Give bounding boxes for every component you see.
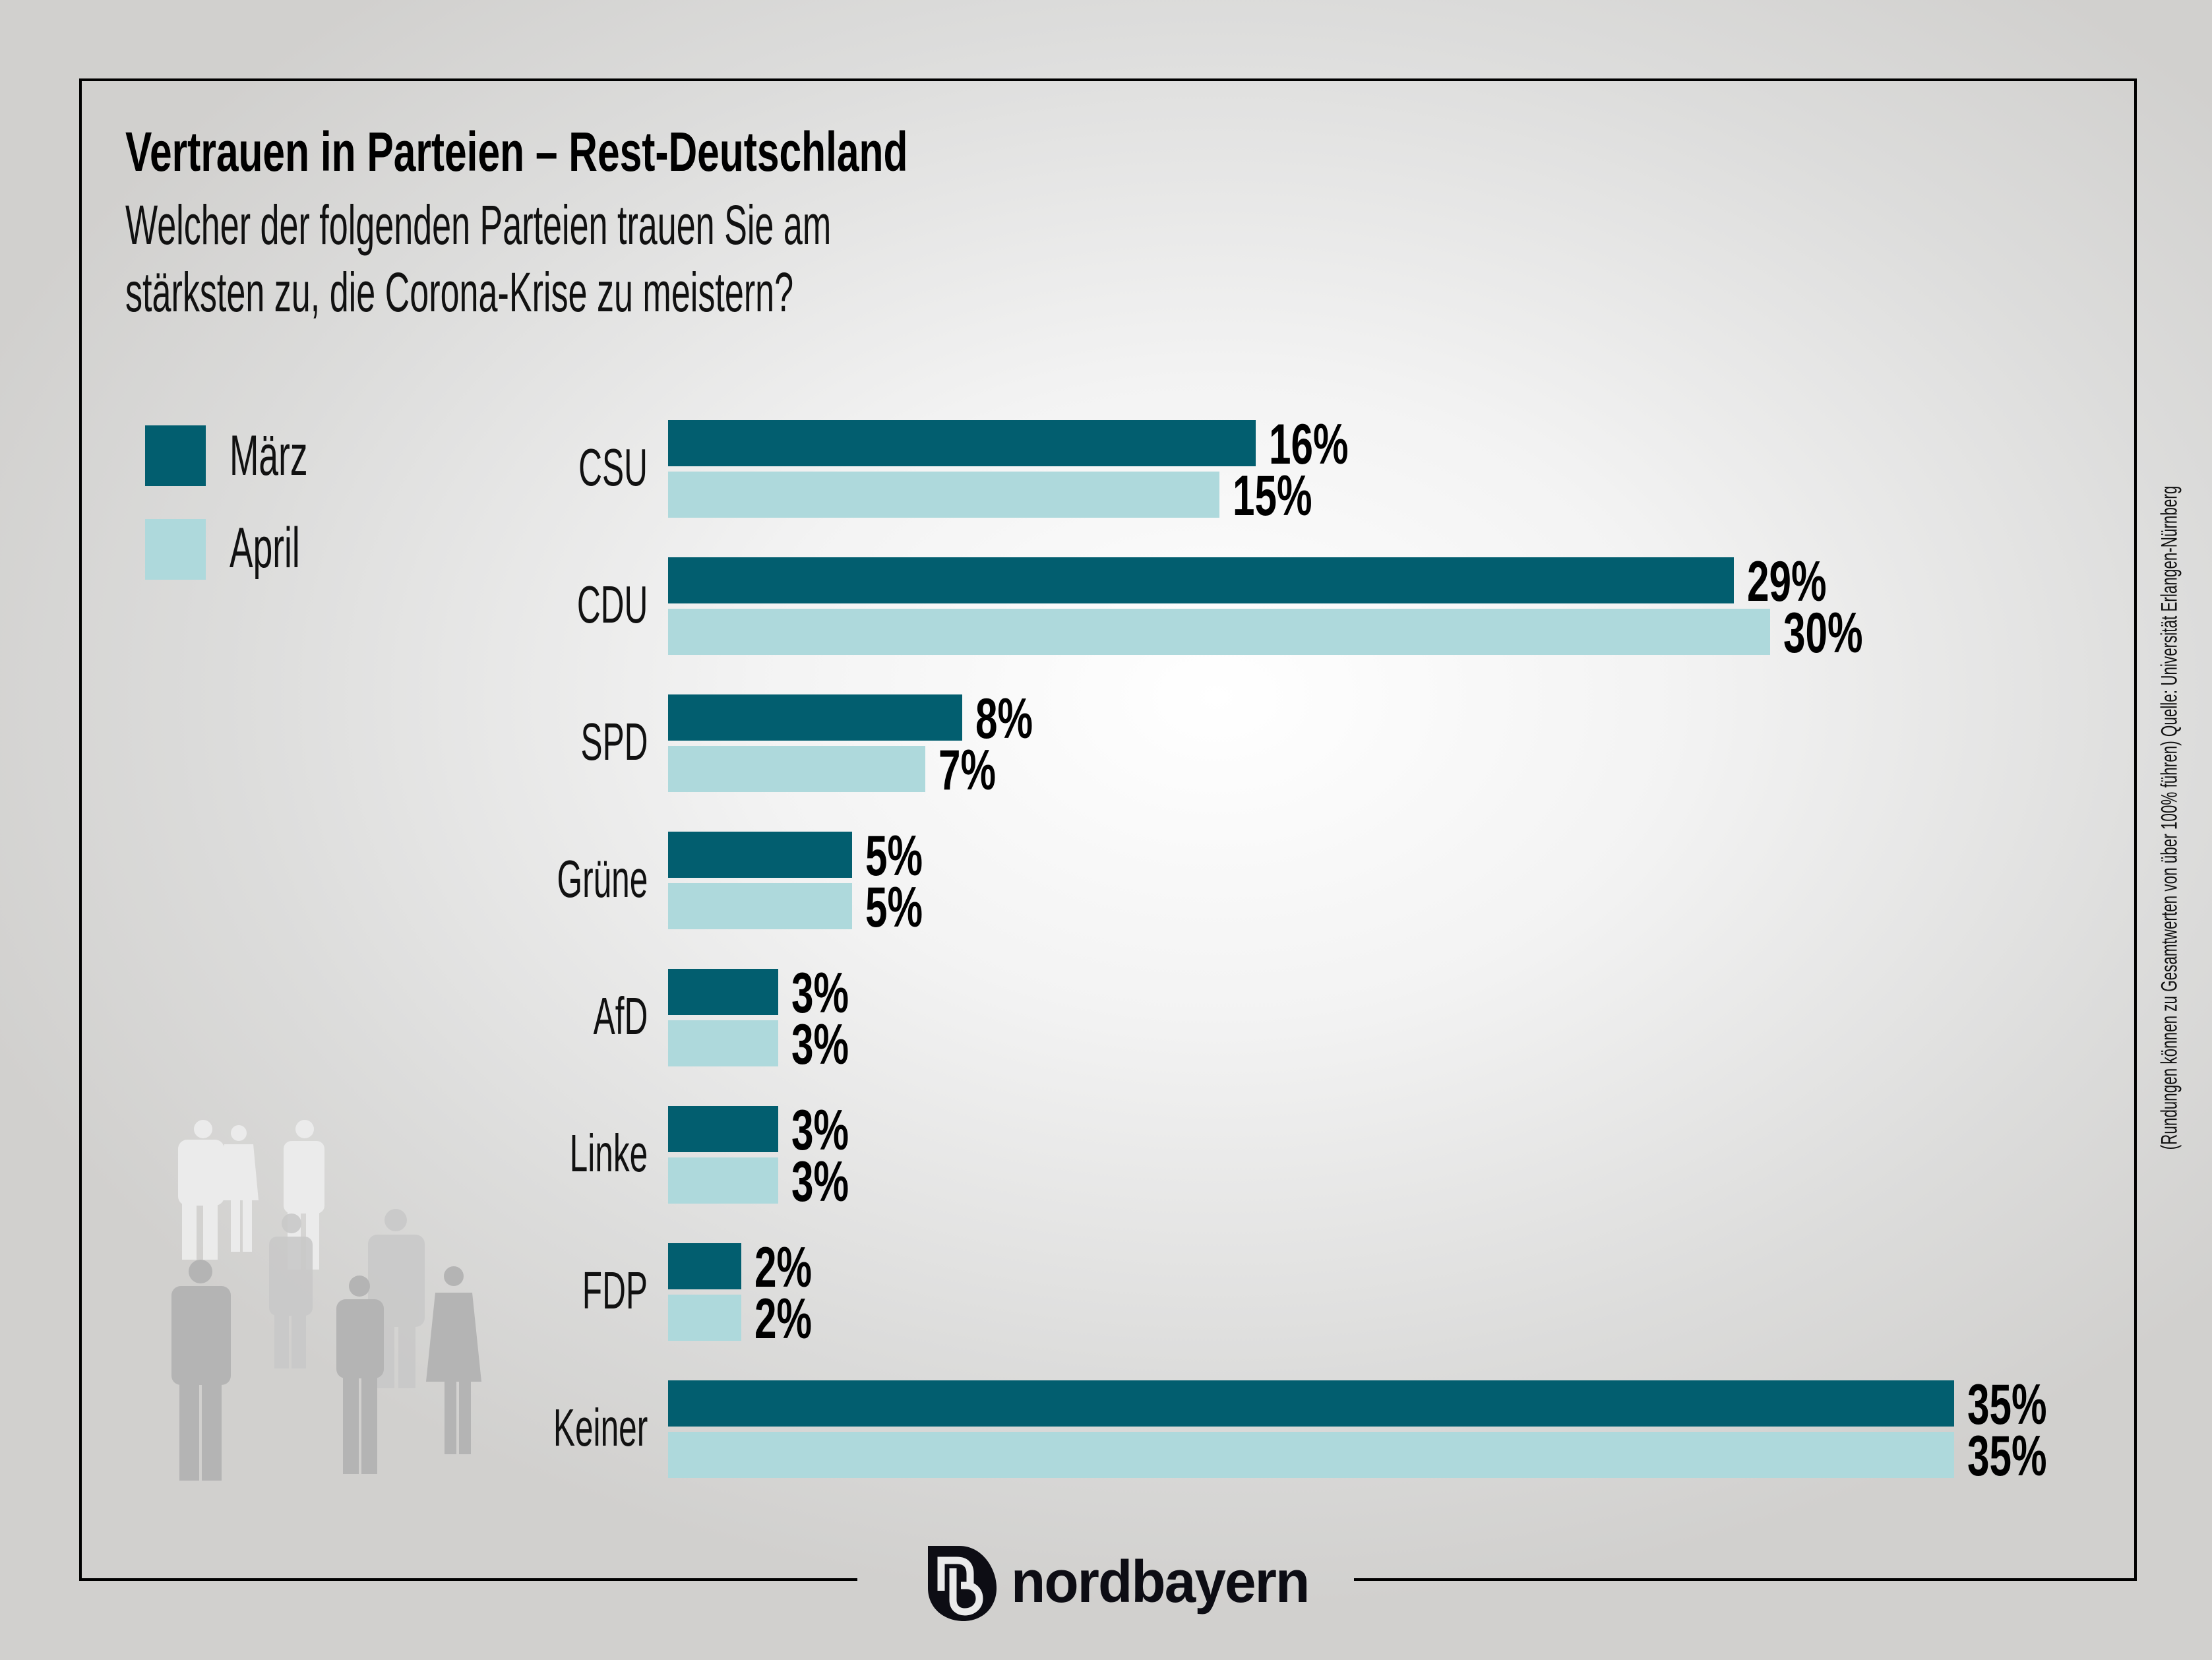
value-label: 5% [865, 824, 923, 888]
bar-april [668, 1432, 1954, 1478]
bar-maerz [668, 557, 1734, 603]
bar-april [668, 472, 1219, 518]
silhouette-icon [426, 1266, 481, 1454]
bar-april [668, 883, 852, 929]
category-label: Linke [569, 1124, 648, 1183]
value-label: 30% [1783, 601, 1863, 665]
value-label: 15% [1233, 464, 1312, 528]
bar-maerz [668, 1243, 741, 1289]
value-label: 29% [1747, 550, 1827, 613]
bar-maerz [668, 969, 778, 1015]
value-label: 5% [865, 876, 923, 939]
subtitle-line-1: Welcher der folgenden Parteien trauen Si… [125, 194, 832, 256]
value-label: 35% [1967, 1425, 2047, 1488]
bar-maerz [668, 694, 962, 741]
chart-frame [79, 78, 2137, 1581]
chart-subtitle: Welcher der folgenden Parteien trauen Si… [125, 191, 831, 326]
bar-maerz [668, 420, 1256, 466]
category-label: Grüne [557, 849, 648, 908]
legend-swatch-maerz [145, 425, 206, 486]
bar-april [668, 1020, 778, 1066]
value-label: 2% [754, 1236, 813, 1299]
category-label: CSU [578, 438, 648, 497]
category-label: FDP [582, 1261, 648, 1320]
value-label: 16% [1269, 413, 1349, 476]
frame-bottom-left [79, 1578, 857, 1581]
category-label: SPD [580, 712, 648, 771]
nordbayern-logo-icon [928, 1546, 997, 1621]
bar-april [668, 1157, 778, 1204]
source-note: (Rundungen können zu Gesamtwerten von üb… [2157, 485, 2182, 1150]
value-label: 3% [791, 1013, 849, 1076]
people-silhouettes-illustration [171, 1120, 481, 1481]
value-label: 3% [791, 962, 849, 1025]
bar-maerz [668, 832, 852, 878]
subtitle-line-2: stärksten zu, die Corona-Krise zu meiste… [125, 261, 794, 323]
category-label: AfD [593, 987, 648, 1045]
bar-maerz [668, 1380, 1954, 1427]
value-label: 7% [938, 739, 997, 802]
legend-label-april: April [230, 516, 300, 580]
category-label: CDU [576, 575, 648, 634]
legend-swatch-april [145, 519, 206, 580]
category-label: Keiner [553, 1398, 648, 1457]
frame-bottom-right [1354, 1578, 2134, 1581]
silhouette-icon [171, 1260, 231, 1481]
nordbayern-wordmark: nordbayern [1011, 1549, 1310, 1615]
silhouette-icon [178, 1120, 224, 1260]
bar-april [668, 746, 925, 792]
silhouette-icon [269, 1214, 313, 1368]
silhouette-icon [219, 1125, 259, 1252]
bar-april [668, 1295, 741, 1341]
value-label: 8% [975, 687, 1033, 751]
bar-april [668, 609, 1770, 655]
value-label: 3% [791, 1099, 849, 1162]
legend-label-maerz: März [230, 424, 308, 487]
nordbayern-logo: nordbayern [927, 1545, 1310, 1624]
chart-title: Vertrauen in Parteien – Rest-Deutschland [125, 121, 908, 183]
value-label: 3% [791, 1150, 849, 1214]
bar-maerz [668, 1106, 778, 1152]
silhouette-icon [336, 1276, 384, 1474]
value-label: 2% [754, 1287, 813, 1351]
value-label: 35% [1967, 1373, 2047, 1436]
